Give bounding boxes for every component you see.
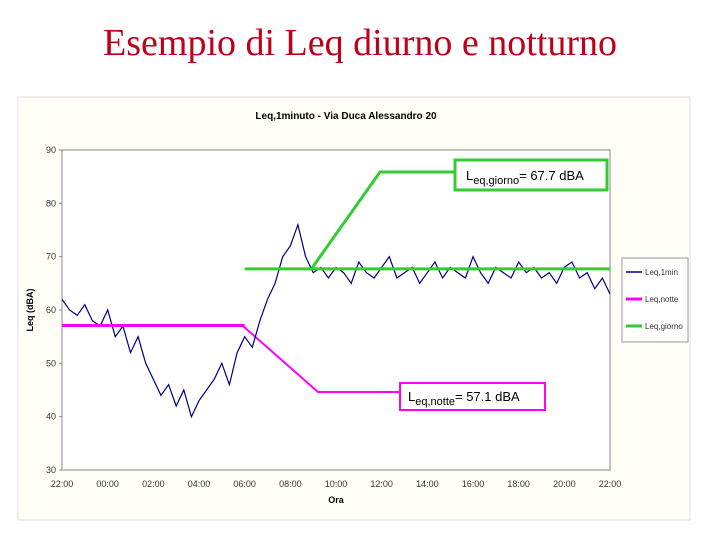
x-tick-label: 00:00: [96, 479, 119, 489]
data-line: [61, 222, 611, 419]
y-tick-label: 60: [46, 305, 56, 315]
annotation-sub: eq,giorno: [473, 175, 519, 187]
plot: 30 40 50 60 70 80 90 22:00 00:00 02:00 04:00 06:00 0…: [46, 145, 621, 489]
y-tick-label: 80: [46, 198, 56, 208]
annotation: Leq,notte= 57.1 dBA: [408, 389, 520, 408]
annotation: Leq,giorno= 67.7 dBA: [466, 168, 584, 187]
x-tick-label: 14:00: [416, 479, 439, 489]
x-tick-label: 10:00: [325, 479, 348, 489]
legend-label: Leq,notte: [645, 295, 679, 304]
callout-box: [453, 158, 609, 192]
y-axis-label: Leq (dBA): [25, 289, 35, 332]
slide-title: Esempio di Leq diurno e notturno: [103, 22, 617, 64]
annotation-rest: = 57.1 dBA: [455, 389, 520, 404]
legend-label: Leq,giorno: [645, 322, 683, 331]
y-tick-label: 90: [46, 145, 56, 155]
x-tick-label: 04:00: [188, 479, 211, 489]
callout-connector: [310, 170, 455, 269]
x-tick-label: 16:00: [462, 479, 485, 489]
callout-connector: [242, 325, 400, 393]
annotation-main: L: [408, 389, 415, 404]
annotation-sub: eq,notte: [415, 396, 455, 408]
x-tick-label: 20:00: [553, 479, 576, 489]
y-tick-label: 50: [46, 358, 56, 368]
y-tick-label: 70: [46, 252, 56, 262]
plot-area: [61, 149, 611, 471]
y-tick-label: 40: [46, 412, 56, 422]
x-tick-label: 22:00: [599, 479, 622, 489]
y-tick-label: 30: [46, 465, 56, 475]
x-tick-label: 12:00: [370, 479, 393, 489]
chart-title: Leq,1minuto - Via Duca Alessandro 20: [255, 111, 437, 122]
callout-box: [399, 382, 546, 411]
legend-label: Leq,1min: [645, 268, 678, 277]
x-tick-label: 06:00: [233, 479, 256, 489]
x-tick-label: 22:00: [51, 479, 74, 489]
x-tick-label: 18:00: [507, 479, 530, 489]
annotation-main: L: [466, 168, 473, 183]
annotation-rest: = 67.7 dBA: [519, 168, 584, 183]
x-tick-label: 02:00: [142, 479, 165, 489]
x-axis-label: Ora: [328, 495, 345, 505]
x-tick-label: 08:00: [279, 479, 302, 489]
